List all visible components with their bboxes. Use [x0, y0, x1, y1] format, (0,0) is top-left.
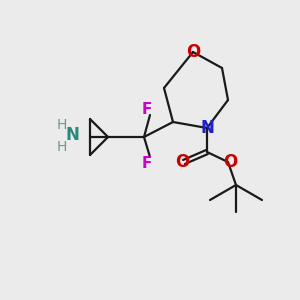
- Text: N: N: [65, 126, 79, 144]
- Text: O: O: [175, 153, 189, 171]
- Text: H: H: [57, 118, 67, 132]
- Text: O: O: [223, 153, 237, 171]
- Text: F: F: [142, 101, 152, 116]
- Text: N: N: [200, 119, 214, 137]
- Text: F: F: [142, 155, 152, 170]
- Text: O: O: [186, 43, 200, 61]
- Text: H: H: [57, 140, 67, 154]
